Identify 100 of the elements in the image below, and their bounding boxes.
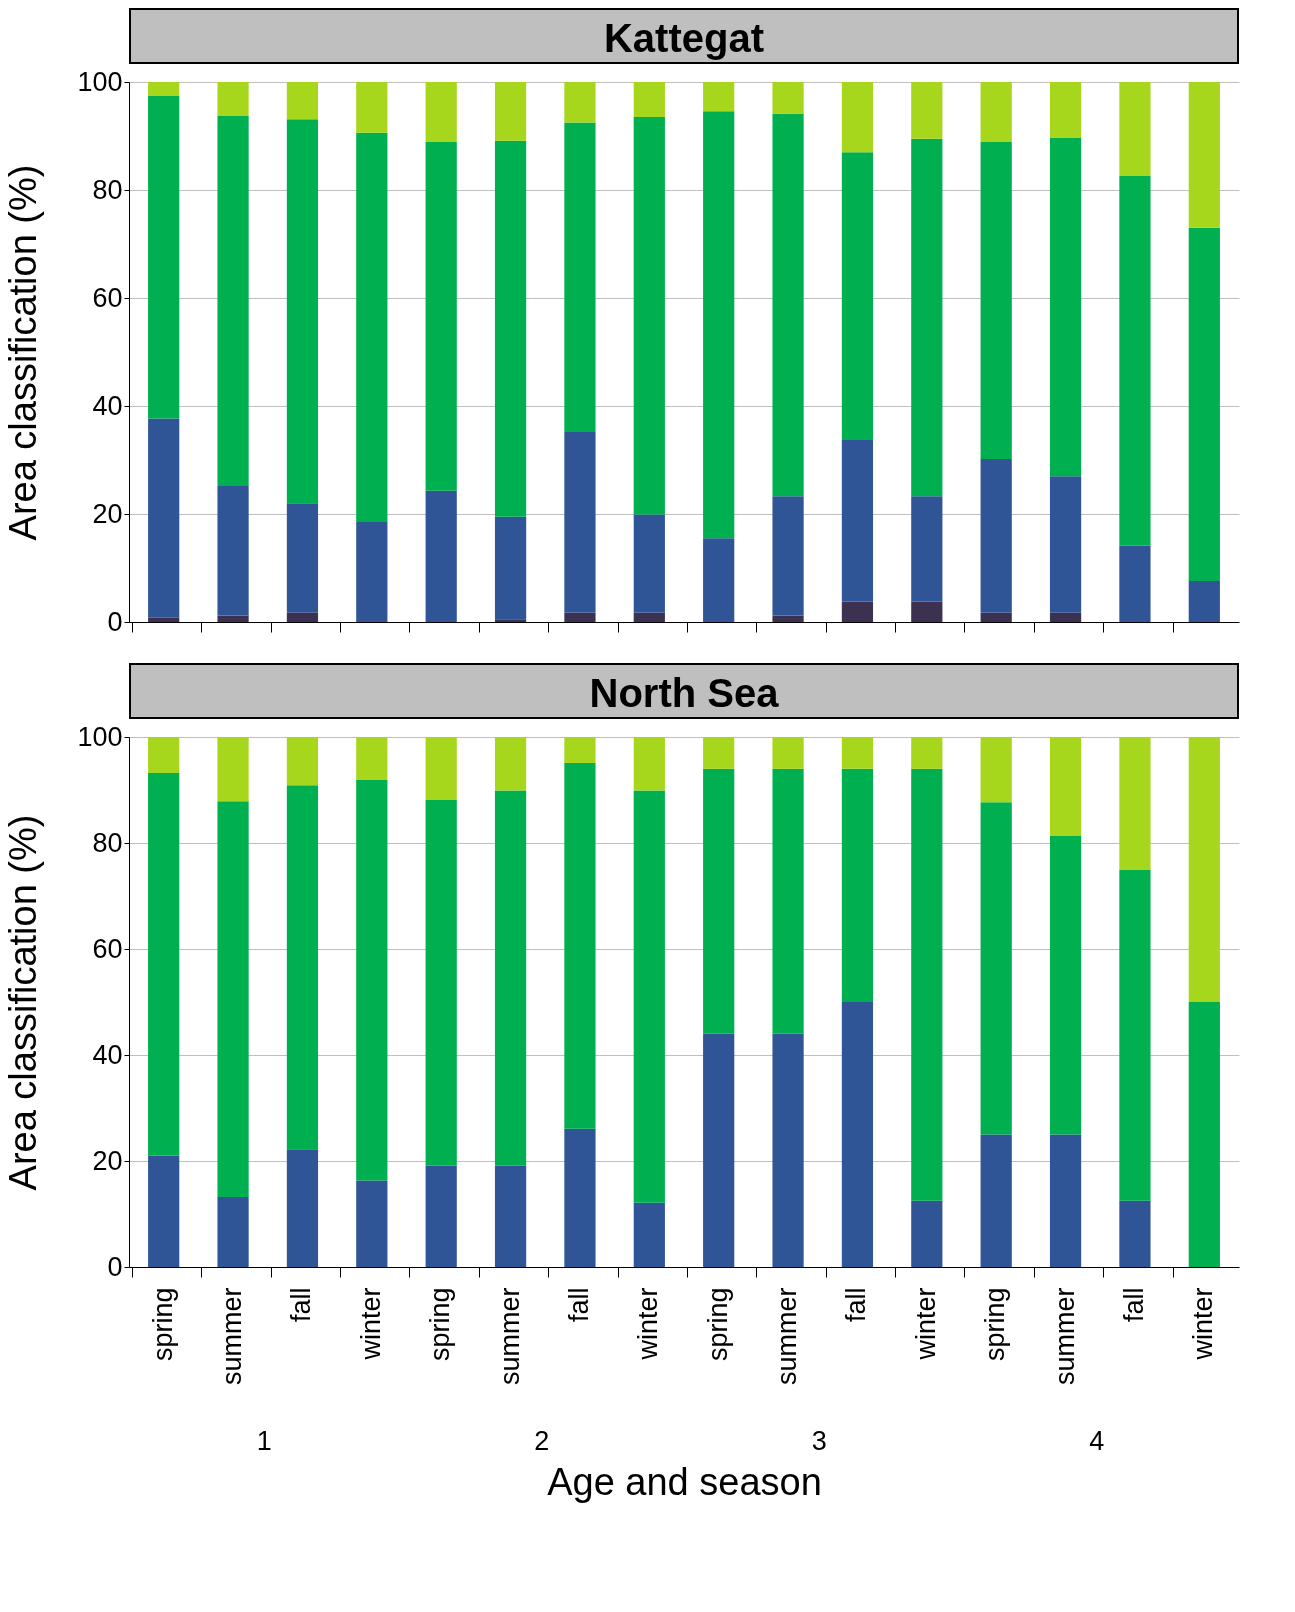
bar	[494, 619, 527, 622]
bar	[911, 138, 943, 497]
x-tick-label: spring	[702, 1287, 733, 1362]
x-tick-label: summer	[494, 1287, 525, 1386]
bar	[633, 612, 665, 622]
x-tick-label: summer	[1049, 1287, 1080, 1386]
bar	[286, 82, 319, 120]
bar	[148, 95, 180, 419]
bar	[1119, 737, 1151, 870]
bar	[703, 1033, 735, 1267]
bar	[841, 768, 874, 1002]
bar	[1188, 737, 1220, 1002]
bar	[841, 601, 874, 622]
bar	[494, 1165, 527, 1267]
y-tick-label: 80	[92, 174, 123, 205]
bar	[286, 612, 319, 622]
bar	[494, 516, 527, 620]
bar	[772, 82, 804, 114]
bar	[980, 1134, 1012, 1267]
bar	[911, 768, 943, 1201]
bar	[217, 1197, 249, 1267]
y-tick-label: 60	[92, 933, 123, 964]
x-tick-label: fall	[1118, 1287, 1149, 1323]
bar	[772, 1033, 804, 1267]
bar	[911, 1200, 943, 1267]
x-tick-label: spring	[980, 1287, 1011, 1362]
bar	[980, 737, 1012, 803]
bar	[217, 485, 249, 616]
bar	[772, 737, 804, 769]
bar	[356, 522, 388, 622]
bar	[772, 113, 804, 497]
x-tick-label: summer	[217, 1287, 248, 1386]
bar	[1119, 175, 1151, 546]
y-tick-label: 100	[77, 66, 123, 97]
x-tick-label: winter	[1188, 1287, 1219, 1361]
chart-title: North Sea	[129, 663, 1239, 719]
y-tick-label: 40	[92, 1039, 123, 1070]
bar	[1119, 545, 1151, 622]
y-tick-label: 0	[107, 606, 123, 637]
y-tick-label: 60	[92, 282, 123, 313]
bar	[217, 116, 249, 486]
bar	[425, 800, 457, 1166]
bar	[356, 1180, 388, 1267]
x-tick-label: fall	[841, 1287, 872, 1323]
y-tick-label: 40	[92, 390, 123, 421]
bar	[356, 779, 388, 1181]
bar	[1049, 1134, 1082, 1267]
bar	[772, 768, 804, 1034]
text: 1	[256, 1426, 272, 1456]
bar	[286, 785, 319, 1150]
bar	[286, 737, 319, 786]
y-tick-label: 0	[107, 1251, 123, 1282]
bar	[633, 82, 665, 118]
bar	[494, 82, 527, 141]
bar	[980, 82, 1012, 142]
bar	[356, 82, 388, 133]
bar	[148, 773, 180, 1156]
x-tick-label: winter	[633, 1287, 664, 1361]
bar	[494, 737, 527, 791]
bar	[148, 1155, 180, 1267]
bar	[980, 458, 1012, 613]
bar	[980, 612, 1012, 622]
bar	[1188, 82, 1220, 228]
bar	[911, 737, 943, 769]
bar	[1049, 737, 1082, 837]
bar	[633, 117, 665, 515]
bar	[1049, 612, 1082, 622]
bar	[564, 1128, 596, 1267]
bar	[703, 737, 735, 769]
bar	[703, 768, 735, 1034]
bar	[911, 496, 943, 602]
bar	[1049, 82, 1082, 138]
bar	[841, 152, 874, 441]
text: 2	[534, 1426, 550, 1456]
bar	[425, 82, 457, 142]
bar	[425, 141, 457, 491]
bar	[425, 737, 457, 801]
bar	[564, 431, 596, 613]
bar	[356, 132, 388, 523]
bar	[217, 82, 249, 117]
bar	[286, 119, 319, 504]
bar	[1119, 82, 1151, 176]
bar	[286, 503, 319, 613]
bar	[425, 490, 457, 622]
bar	[841, 737, 874, 769]
bar	[148, 737, 180, 774]
bar	[217, 615, 249, 622]
bar	[1119, 869, 1151, 1201]
bar	[494, 140, 527, 517]
bar	[564, 82, 596, 123]
bar	[911, 82, 943, 139]
y-tick-label: 20	[92, 498, 123, 529]
y-tick-label: 100	[77, 721, 123, 752]
bar	[1049, 476, 1082, 613]
y-tick-label: 20	[92, 1145, 123, 1176]
y-tick-label: 80	[92, 827, 123, 858]
bar	[286, 1149, 319, 1267]
bar	[772, 615, 804, 622]
bar	[633, 1202, 665, 1267]
bar	[564, 762, 596, 1129]
